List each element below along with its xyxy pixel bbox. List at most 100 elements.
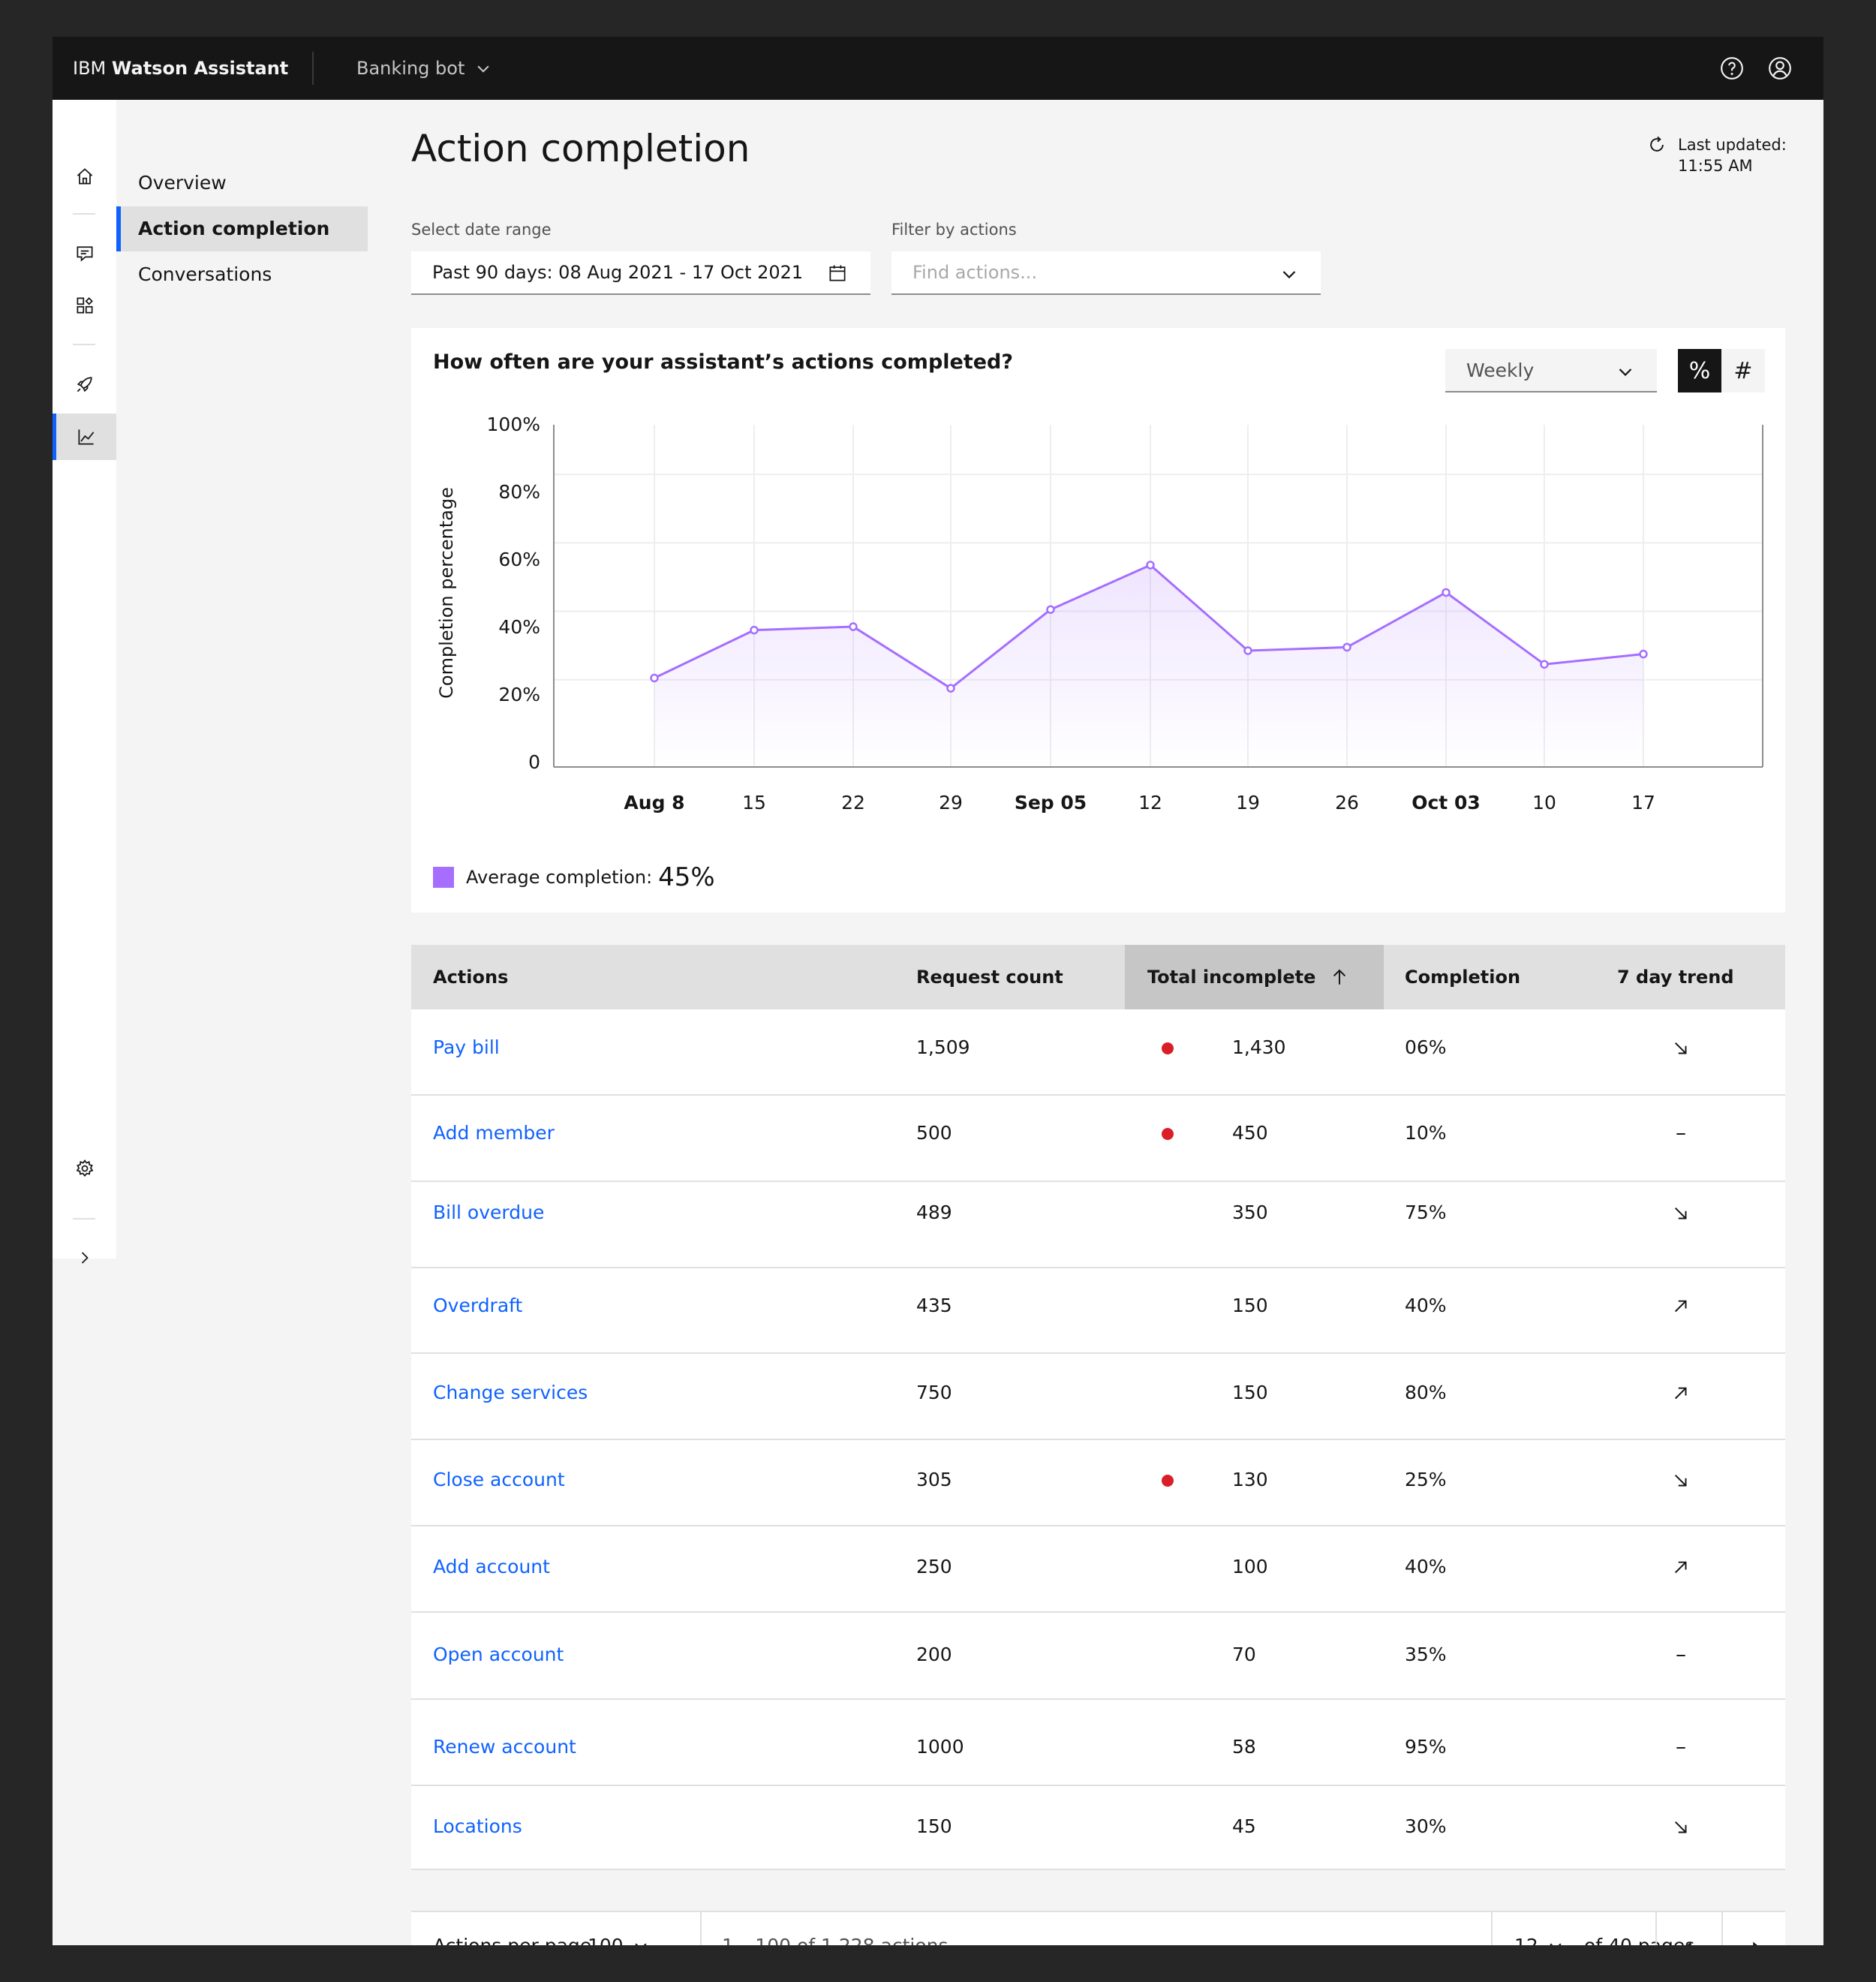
- data-point: [1540, 660, 1549, 669]
- page-select[interactable]: 12: [1514, 1912, 1564, 1945]
- action-link[interactable]: Overdraft: [433, 1295, 523, 1316]
- action-link[interactable]: Change services: [433, 1382, 588, 1403]
- data-point: [1146, 561, 1155, 570]
- rail-conversations[interactable]: [53, 230, 116, 277]
- bot-switcher[interactable]: Banking bot: [356, 37, 492, 100]
- total-incomplete-cell: 70: [1232, 1644, 1256, 1665]
- data-point: [849, 622, 858, 631]
- column-header-actions[interactable]: Actions: [433, 967, 509, 988]
- subnav-action-completion[interactable]: Action completion: [116, 206, 368, 251]
- action-link[interactable]: Close account: [433, 1469, 565, 1490]
- action-link[interactable]: Bill overdue: [433, 1202, 545, 1223]
- chevron-down-icon: [1619, 368, 1632, 377]
- table-row: Renew account 1000 58 95%: [411, 1700, 1785, 1786]
- last-updated-label: Last updated:: [1678, 136, 1787, 154]
- brand-name: Watson Assistant: [111, 58, 289, 79]
- action-link[interactable]: Add account: [433, 1556, 550, 1577]
- filter-actions-dropdown[interactable]: Find actions...: [891, 251, 1321, 295]
- column-header-completion[interactable]: Completion: [1405, 967, 1521, 988]
- home-icon: [77, 168, 92, 185]
- request-count-cell: 200: [916, 1644, 952, 1665]
- subnav-overview[interactable]: Overview: [138, 172, 227, 194]
- series-area: [654, 564, 1643, 767]
- previous-page-button[interactable]: [1657, 1912, 1721, 1945]
- y-tick-label: 60%: [498, 549, 540, 570]
- x-tick-label: 10: [1532, 792, 1556, 814]
- column-header-total-incomplete[interactable]: Total incomplete: [1147, 967, 1316, 988]
- alert-dot-icon: [1162, 1128, 1174, 1140]
- action-link[interactable]: Pay bill: [433, 1036, 500, 1058]
- pagination-divider: [1491, 1912, 1493, 1945]
- period-dropdown[interactable]: Weekly: [1445, 349, 1657, 392]
- last-updated-time: 11:55 AM: [1678, 157, 1753, 175]
- filter-actions-placeholder: Find actions...: [912, 262, 1038, 283]
- user-avatar-icon[interactable]: [1765, 53, 1795, 83]
- help-icon[interactable]: [1717, 53, 1747, 83]
- header-divider: [312, 52, 314, 85]
- percent-toggle-button[interactable]: %: [1678, 349, 1721, 392]
- per-page-select[interactable]: 100: [588, 1912, 649, 1945]
- completion-cell: 35%: [1405, 1644, 1447, 1665]
- per-page-value: 100: [588, 1912, 624, 1945]
- analytics-icon: [78, 429, 95, 445]
- total-incomplete-cell: 45: [1232, 1815, 1256, 1837]
- sort-ascending-icon[interactable]: [1330, 967, 1349, 987]
- action-link[interactable]: Locations: [433, 1815, 522, 1837]
- legend-value: 45%: [658, 862, 715, 892]
- completion-cell: 40%: [1405, 1295, 1447, 1316]
- total-incomplete-cell: 1,430: [1232, 1036, 1286, 1058]
- subnav-conversations[interactable]: Conversations: [138, 263, 272, 285]
- rail-integrations[interactable]: [53, 282, 116, 329]
- caret-left-icon: [1687, 1941, 1691, 1945]
- total-incomplete-cell: 58: [1232, 1736, 1256, 1758]
- refresh-icon[interactable]: [1646, 134, 1667, 155]
- alert-dot-icon: [1162, 1042, 1174, 1054]
- alert-dot-icon: [1162, 1475, 1174, 1487]
- arrow-up-right-icon: [1674, 1300, 1687, 1313]
- date-range-picker[interactable]: Past 90 days: 08 Aug 2021 - 17 Oct 2021: [411, 251, 870, 295]
- y-tick-label: 80%: [498, 481, 540, 503]
- action-link[interactable]: Open account: [433, 1644, 564, 1665]
- pagination-divider: [700, 1912, 702, 1945]
- filter-actions-label: Filter by actions: [891, 221, 1017, 239]
- chevron-down-icon: [1550, 1943, 1562, 1945]
- total-incomplete-cell: 450: [1232, 1122, 1268, 1144]
- request-count-cell: 1,509: [916, 1036, 970, 1058]
- table-row: Add account 250 100 40%: [411, 1526, 1785, 1613]
- rail-analytics[interactable]: [53, 414, 116, 460]
- current-page: 12: [1514, 1912, 1538, 1945]
- table-row: Pay bill 1,509 1,430 06%: [411, 1009, 1785, 1096]
- legend-swatch: [433, 867, 454, 888]
- x-tick-label: 15: [742, 792, 766, 814]
- rail-home[interactable]: [53, 153, 116, 200]
- chevron-down-icon: [635, 1943, 647, 1945]
- column-header-request-count[interactable]: Request count: [916, 967, 1063, 988]
- side-rail: [53, 100, 116, 1264]
- data-point: [1046, 605, 1055, 614]
- column-header-trend[interactable]: 7 day trend: [1617, 967, 1734, 988]
- completion-chart-card: 100% 80% 60% 40% 20% 0 Completion percentage Au…: [411, 328, 1785, 913]
- table-row: Close account 305 130 25%: [411, 1440, 1785, 1526]
- action-link[interactable]: Add member: [433, 1122, 555, 1144]
- chat-icon: [77, 246, 92, 262]
- calendar-icon[interactable]: [827, 263, 848, 284]
- y-tick-label: 0: [528, 751, 540, 773]
- rail-publish[interactable]: [53, 361, 116, 408]
- count-toggle-button[interactable]: #: [1721, 349, 1765, 392]
- completion-cell: 10%: [1405, 1122, 1447, 1144]
- table-row: Bill overdue 489 350 75%: [411, 1182, 1785, 1268]
- rocket-icon: [77, 377, 92, 392]
- date-range-value: Past 90 days: 08 Aug 2021 - 17 Oct 2021: [432, 262, 804, 283]
- data-point: [1639, 649, 1648, 659]
- request-count-cell: 150: [916, 1815, 952, 1837]
- apps-icon: [77, 297, 93, 314]
- period-value: Weekly: [1466, 359, 1535, 381]
- rail-expand[interactable]: [53, 1235, 116, 1281]
- rail-settings[interactable]: [53, 1145, 116, 1192]
- app-header: IBM Watson Assistant Banking bot: [53, 37, 1823, 100]
- next-page-button[interactable]: [1723, 1912, 1787, 1945]
- total-incomplete-cell: 350: [1232, 1202, 1268, 1223]
- product-name[interactable]: IBM Watson Assistant: [73, 37, 288, 100]
- pagination: Actions per page 100 1 – 100 of 1,228 ac…: [411, 1911, 1785, 1945]
- action-link[interactable]: Renew account: [433, 1736, 576, 1758]
